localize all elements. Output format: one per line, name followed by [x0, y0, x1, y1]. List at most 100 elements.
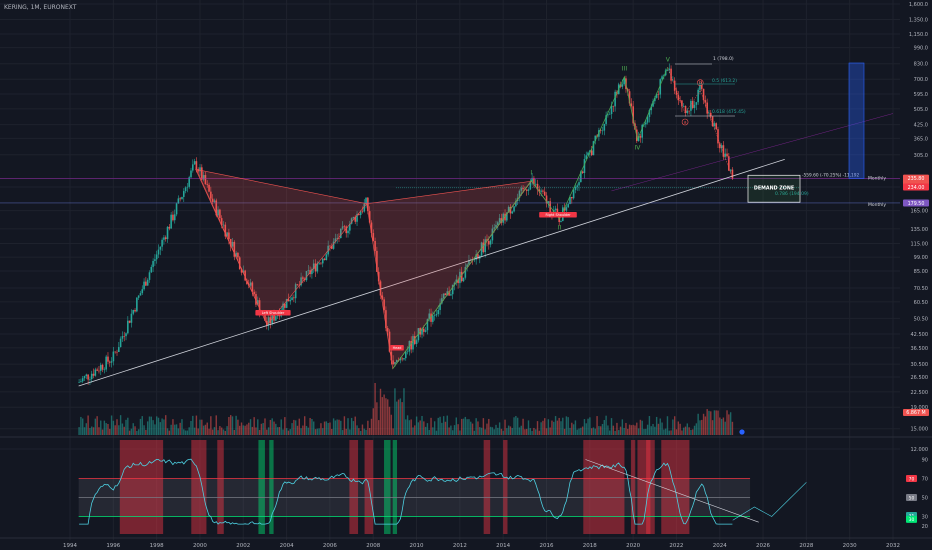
candle-body [415, 340, 418, 344]
candle-body [289, 299, 292, 302]
price-badge [903, 174, 929, 182]
candle-body [296, 284, 299, 286]
candle-body [312, 263, 315, 270]
volume-bar [388, 406, 391, 435]
candle-body [699, 84, 701, 90]
x-tick-label: 2024 [713, 543, 727, 549]
y-tick-label: 425.0 [914, 123, 928, 129]
volume-bar [711, 420, 714, 435]
volume-bar [170, 424, 172, 435]
volume-bar [473, 430, 476, 435]
volume-bar [206, 422, 208, 435]
rsi-badge-label: 70 [909, 476, 915, 482]
candle-body [668, 68, 671, 71]
candle-body [94, 369, 97, 376]
volume-bar [394, 388, 396, 435]
volume-bar [269, 419, 272, 435]
volume-bar [567, 417, 569, 435]
candle-body [700, 84, 703, 89]
volume-bar [724, 421, 726, 435]
demand-zone-box [747, 174, 801, 203]
volume-bar [616, 422, 618, 435]
volume-bar [210, 416, 212, 435]
candle-body [240, 269, 243, 273]
volume-bar [172, 419, 174, 435]
candle-body [199, 167, 201, 172]
volume-bar [316, 428, 319, 435]
volume-bar [618, 430, 620, 435]
candle-body [222, 224, 225, 226]
volume-bar [451, 430, 454, 435]
candle-body [210, 191, 212, 199]
volume-bar [581, 426, 584, 435]
volume-bar [128, 430, 131, 435]
candle-body [533, 177, 535, 185]
volume-bar [116, 419, 118, 435]
volume-bar [468, 419, 470, 435]
candle-body [336, 237, 338, 239]
candle-body [682, 105, 685, 107]
volume-bar [457, 424, 459, 435]
candle-body [392, 360, 394, 365]
volume-bar [563, 428, 566, 435]
volume-bar [553, 421, 555, 435]
volume-bar [165, 415, 167, 435]
candle-body [608, 114, 611, 115]
volume-bar [224, 430, 226, 435]
candle-body [249, 282, 252, 286]
candle-body [179, 198, 181, 200]
candle-body [464, 266, 467, 278]
candle-body [542, 190, 544, 192]
elliott-wave-impulse [392, 67, 669, 369]
volume-bar [322, 428, 324, 435]
price-badge-label: 234.00 [908, 185, 925, 191]
candle-body [110, 361, 113, 363]
candle-body [246, 280, 248, 285]
volume-bar [101, 429, 104, 435]
candle-body [293, 297, 295, 299]
candle-body [394, 362, 396, 365]
candle-body [349, 223, 351, 231]
volume-bar [482, 418, 485, 435]
y-tick-label: 990.0 [914, 46, 928, 52]
volume-bar [650, 426, 652, 435]
volume-bar [119, 415, 122, 435]
x-tick-label: 2022 [669, 543, 683, 549]
volume-bar [619, 426, 622, 435]
volume-bar [654, 426, 656, 435]
volume-bar [441, 422, 443, 435]
rsi-overbought-band [191, 440, 207, 534]
volume-bar [470, 421, 472, 435]
candle-body [623, 78, 625, 85]
volume-bar [706, 409, 708, 435]
candle-body [148, 272, 151, 280]
volume-bar [213, 427, 216, 435]
volume-bar [594, 428, 596, 435]
volume-bar [471, 423, 474, 435]
x-tick-label: 2008 [366, 543, 380, 549]
volume-bar [405, 419, 407, 435]
volume-bar [396, 401, 398, 435]
candle-body [421, 328, 423, 335]
candle-body [477, 254, 479, 259]
candle-body [377, 271, 380, 282]
volume-bar [188, 427, 190, 435]
volume-bar [239, 425, 241, 435]
candle-body [80, 381, 82, 383]
candle-body [242, 270, 245, 273]
candle-body [163, 237, 165, 240]
volume-bar [262, 423, 264, 435]
candle-body [581, 171, 584, 173]
x-tick-label: 2018 [583, 543, 597, 549]
volume-bar [112, 420, 115, 435]
wave-label: I [530, 169, 532, 176]
volume-bar [157, 417, 160, 435]
volume-bar [719, 417, 721, 435]
pattern-label-bg [390, 345, 404, 351]
volume-bar [430, 417, 432, 435]
candle-body [184, 187, 187, 192]
candle-body [607, 114, 609, 116]
y-tick-label: 19.000 [911, 405, 929, 411]
rsi-overbought-band [661, 440, 690, 534]
